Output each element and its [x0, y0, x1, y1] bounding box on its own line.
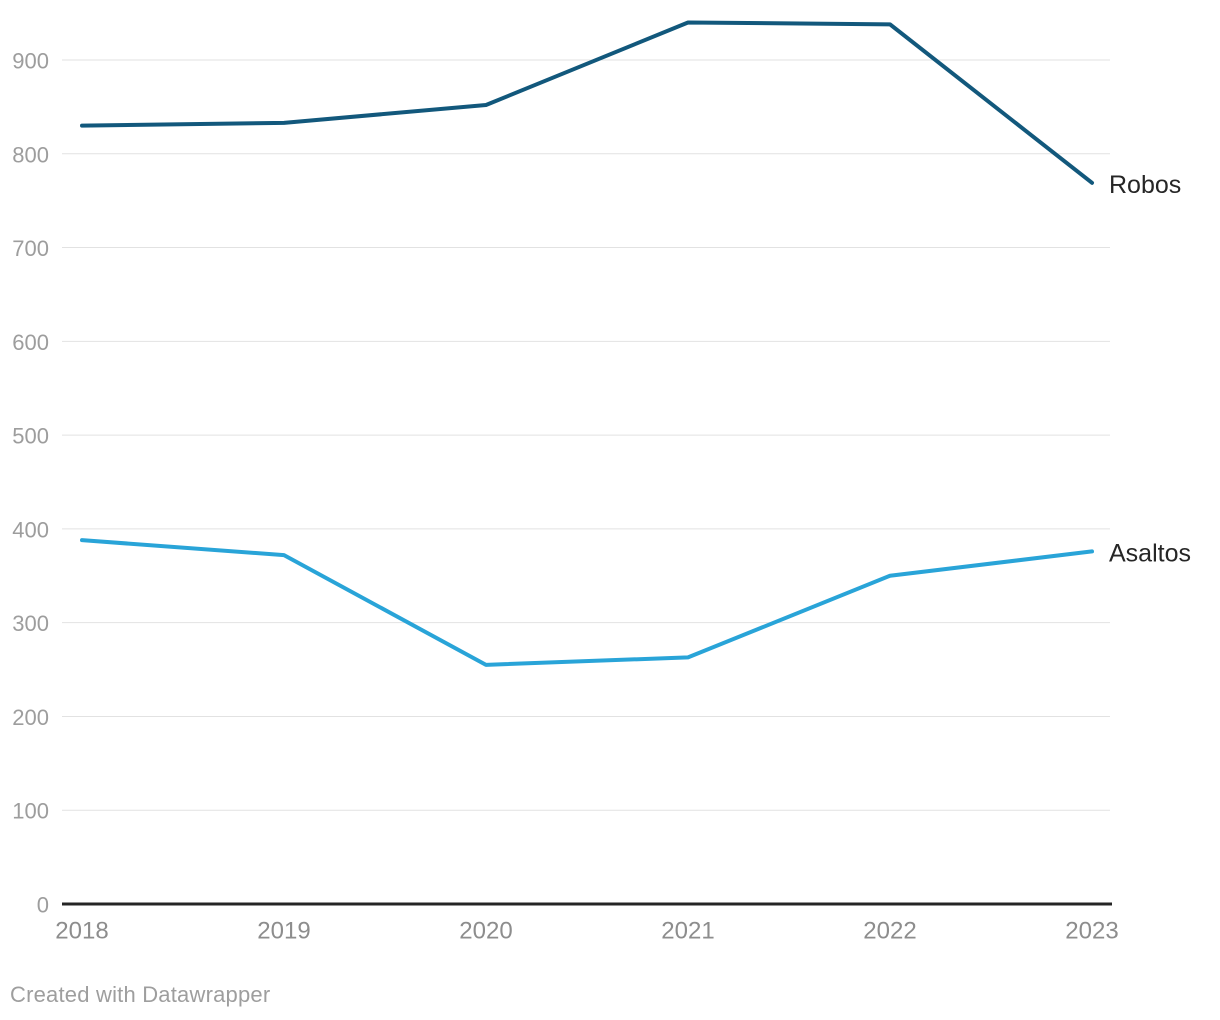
y-tick-label: 300 — [12, 611, 49, 636]
y-tick-label: 100 — [12, 799, 49, 824]
y-tick-label: 0 — [37, 893, 49, 918]
series-label-robos: Robos — [1109, 171, 1181, 199]
series-line-robos — [80, 20, 1094, 185]
x-tick-label: 2023 — [1065, 918, 1118, 945]
series-line-asaltos — [80, 538, 1094, 667]
y-tick-label: 900 — [12, 49, 49, 74]
y-tick-label: 200 — [12, 705, 49, 730]
y-tick-label: 700 — [12, 236, 49, 261]
y-tick-label: 800 — [12, 142, 49, 167]
x-tick-label: 2022 — [863, 918, 916, 945]
attribution: Created with Datawrapper — [10, 982, 271, 1007]
y-tick-label: 400 — [12, 517, 49, 542]
x-tick-label: 2018 — [55, 918, 108, 945]
y-tick-label: 500 — [12, 424, 49, 449]
y-tick-label: 600 — [12, 330, 49, 355]
series-label-asaltos: Asaltos — [1109, 539, 1191, 567]
x-tick-label: 2019 — [257, 918, 310, 945]
x-tick-label: 2021 — [661, 918, 714, 945]
x-tick-label: 2020 — [459, 918, 512, 945]
